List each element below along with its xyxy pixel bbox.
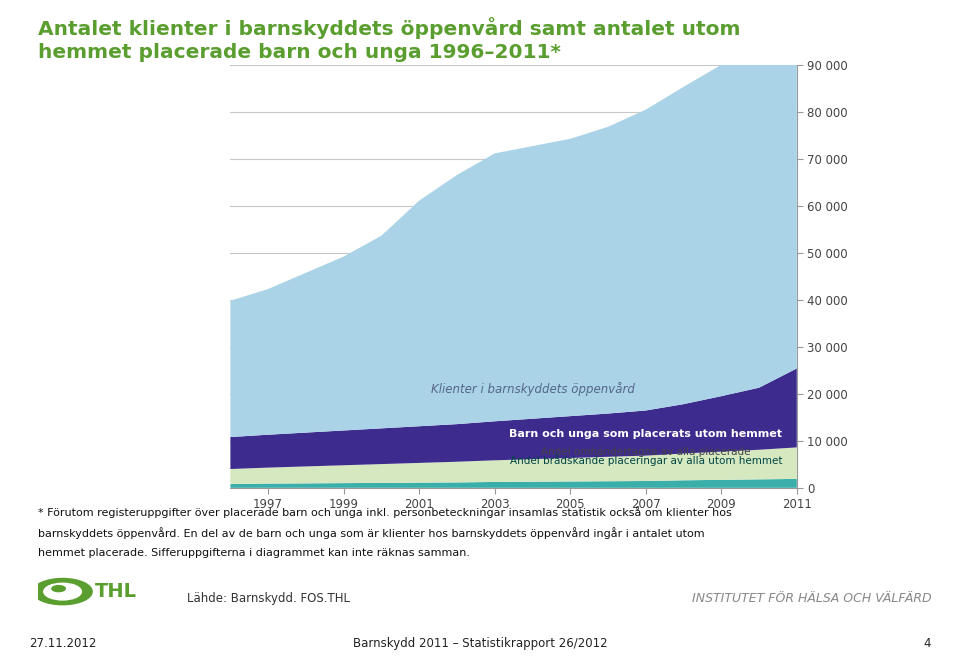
Circle shape	[44, 583, 82, 600]
Text: 27.11.2012: 27.11.2012	[29, 637, 96, 650]
Circle shape	[52, 586, 65, 592]
Text: Andel omhändertagna av alla placerade: Andel omhändertagna av alla placerade	[541, 447, 751, 457]
Text: Antalet klienter i barnskyddets öppenvård samt antalet utom: Antalet klienter i barnskyddets öppenvår…	[38, 17, 741, 38]
Text: hemmet placerade. Sifferuppgifterna i diagrammet kan inte räknas samman.: hemmet placerade. Sifferuppgifterna i di…	[38, 548, 470, 558]
Text: Lähde: Barnskydd. FOS.THL: Lähde: Barnskydd. FOS.THL	[187, 592, 350, 605]
Text: * Förutom registeruppgifter över placerade barn och unga inkl. personbeteckninga: * Förutom registeruppgifter över placera…	[38, 506, 732, 518]
Text: INSTITUTET FÖR HÄLSA OCH VÄLFÄRD: INSTITUTET FÖR HÄLSA OCH VÄLFÄRD	[691, 592, 931, 605]
Text: 4: 4	[924, 637, 931, 650]
Text: Barnskydd 2011 – Statistikrapport 26/2012: Barnskydd 2011 – Statistikrapport 26/201…	[352, 637, 608, 650]
Text: Klienter i barnskyddets öppenvård: Klienter i barnskyddets öppenvård	[430, 382, 635, 396]
Text: Barn och unga som placerats utom hemmet: Barn och unga som placerats utom hemmet	[509, 429, 782, 439]
Text: barnskyddets öppenvård. En del av de barn och unga som är klienter hos barnskydd: barnskyddets öppenvård. En del av de bar…	[38, 527, 705, 539]
Circle shape	[33, 578, 92, 605]
Text: THL: THL	[95, 582, 137, 601]
Text: hemmet placerade barn och unga 1996–2011*: hemmet placerade barn och unga 1996–2011…	[38, 43, 562, 62]
Text: Andel brådskande placeringar av alla utom hemmet: Andel brådskande placeringar av alla uto…	[510, 454, 782, 466]
